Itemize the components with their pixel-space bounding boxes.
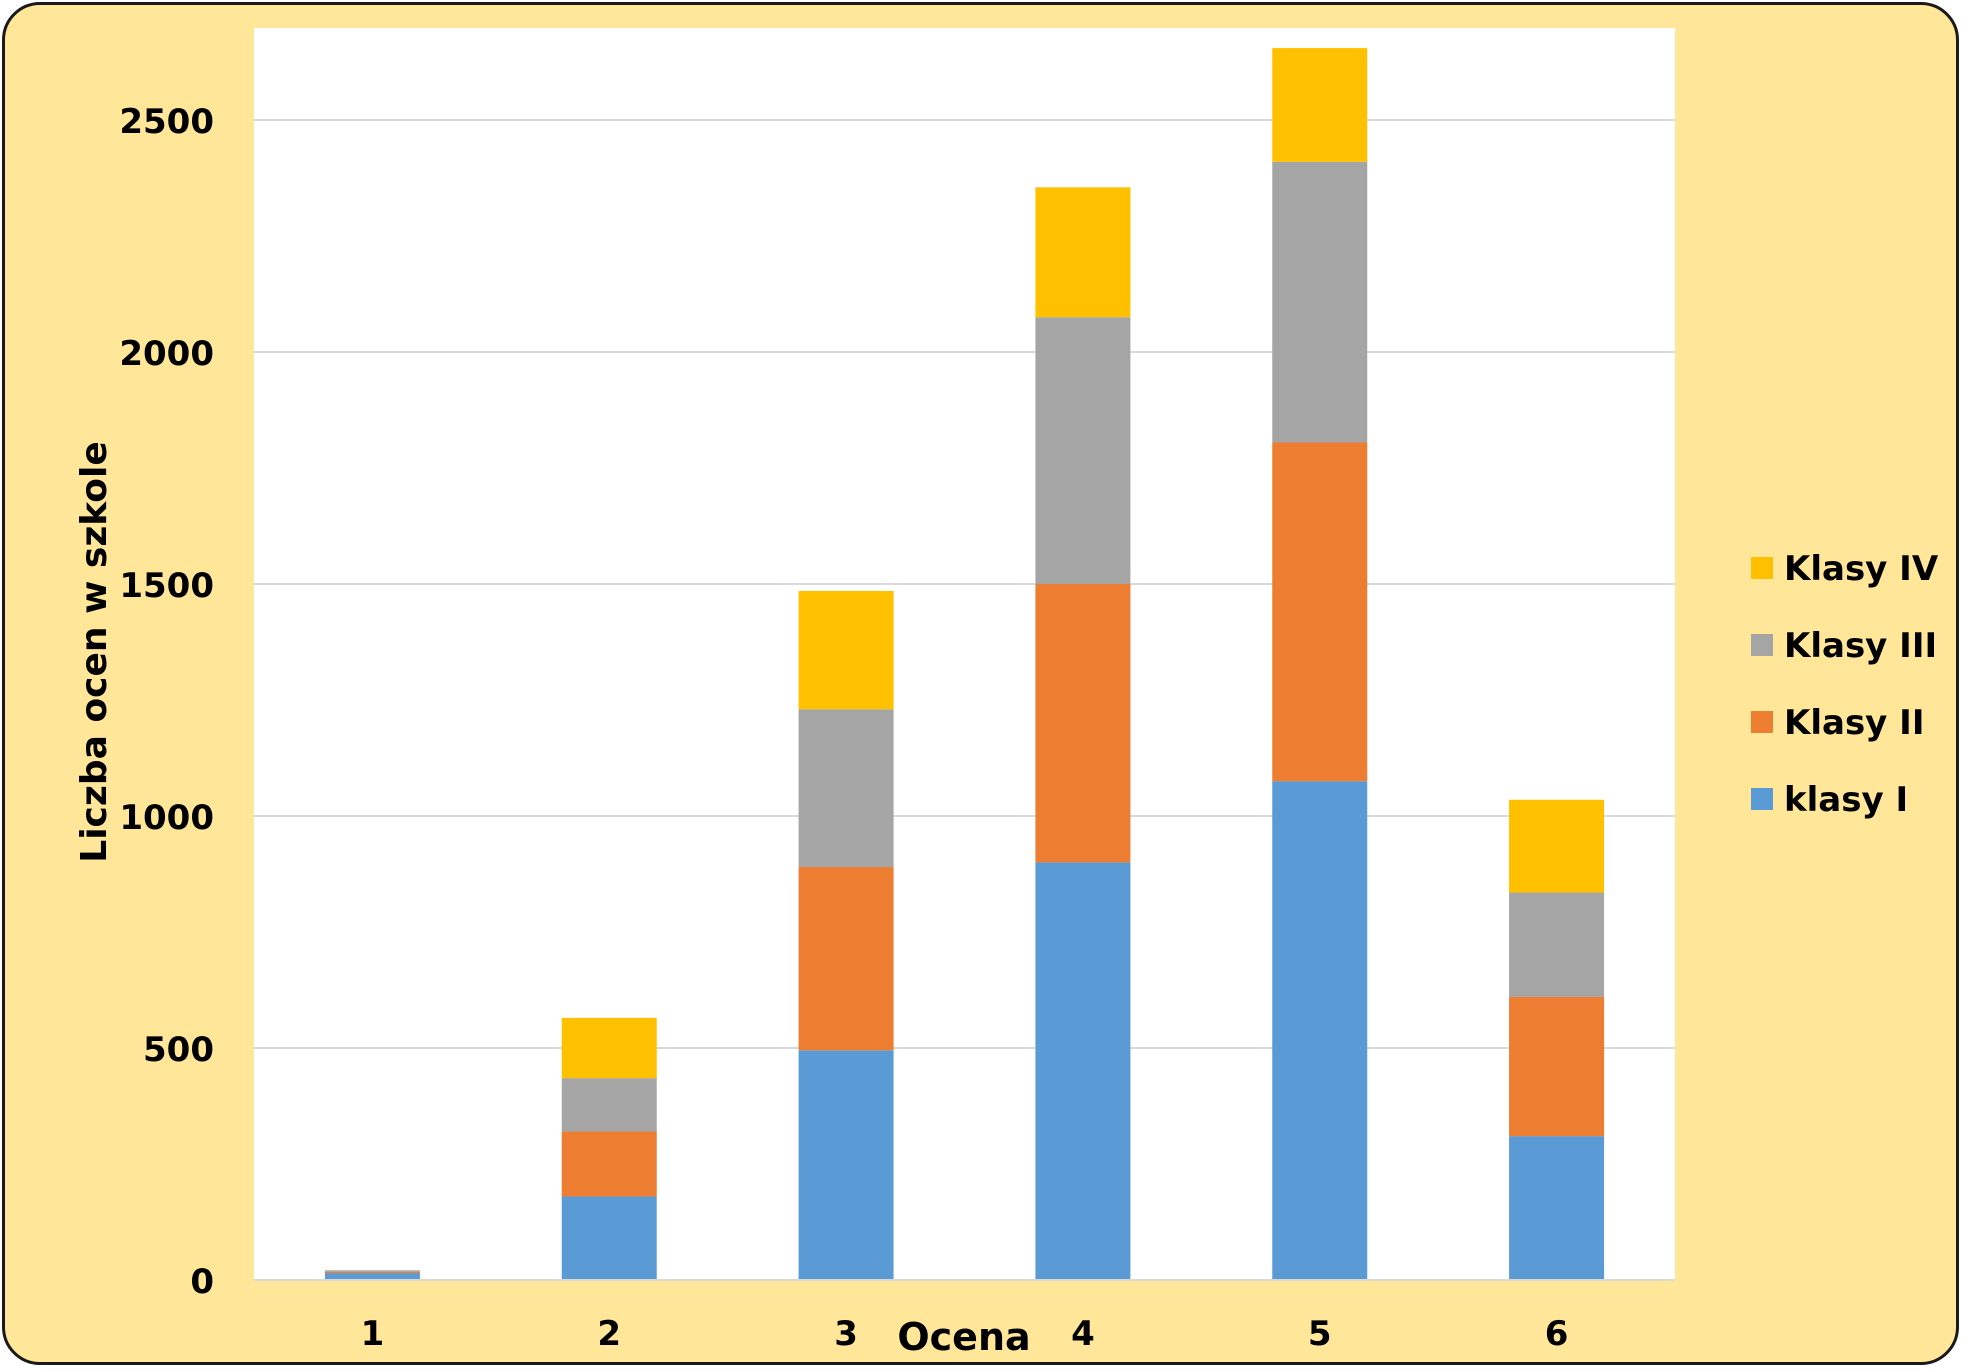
y-tick-label: 2000 <box>119 334 214 374</box>
y-tick-label: 2500 <box>119 102 214 142</box>
legend-swatch <box>1751 557 1773 579</box>
legend: Klasy IV Klasy III Klasy II klasy I <box>1751 549 1939 820</box>
legend-label: klasy I <box>1784 780 1908 820</box>
bar-segment <box>798 709 894 868</box>
bar-segment <box>1035 584 1131 863</box>
bar-segment <box>1035 317 1131 584</box>
bar-segment <box>324 1273 420 1280</box>
legend-swatch <box>1751 634 1773 656</box>
plot-area <box>254 28 1675 1281</box>
bar-segment <box>1509 996 1605 1137</box>
bar-segment <box>1272 161 1368 443</box>
bar-segment <box>1509 1136 1605 1280</box>
bars <box>324 48 1605 1280</box>
legend-label: Klasy II <box>1784 703 1924 743</box>
y-tick-label: 500 <box>143 1030 214 1070</box>
y-axis-label: Liczba ocen w szkole <box>74 441 115 862</box>
legend-swatch <box>1751 711 1773 733</box>
y-tick-label: 0 <box>190 1262 214 1302</box>
bar-segment <box>1272 48 1368 162</box>
bar-segment <box>1509 799 1605 893</box>
bar-segment <box>1035 862 1131 1280</box>
bar-segment <box>561 1078 657 1132</box>
grid-lines <box>254 119 1675 1049</box>
x-axis-label: Ocena <box>897 1315 1030 1359</box>
y-tick-label: 1000 <box>119 798 214 838</box>
bar-segment <box>324 1271 420 1274</box>
x-tick-label: 3 <box>834 1314 858 1354</box>
bar-segment <box>798 867 894 1051</box>
bar-segment <box>798 1050 894 1280</box>
x-tick-label: 4 <box>1071 1314 1095 1354</box>
legend-swatch <box>1751 788 1773 810</box>
bar-segment <box>561 1131 657 1197</box>
x-tick-label: 1 <box>361 1314 385 1354</box>
legend-label: Klasy IV <box>1784 549 1939 589</box>
bar-segment <box>1035 187 1131 318</box>
bar-segment <box>1272 442 1368 782</box>
y-axis-ticks: 0 500 1000 1500 2000 2500 <box>119 102 214 1302</box>
x-axis-ticks: 1 2 3 4 5 6 <box>361 1314 1569 1354</box>
x-tick-label: 6 <box>1545 1314 1569 1354</box>
x-tick-label: 5 <box>1308 1314 1332 1354</box>
bar-segment <box>798 590 894 710</box>
bar-segment <box>1272 781 1368 1280</box>
legend-label: Klasy III <box>1784 626 1937 666</box>
y-tick-label: 1500 <box>119 566 214 606</box>
bar-segment <box>324 1270 420 1272</box>
x-tick-label: 2 <box>597 1314 621 1354</box>
bar-segment <box>1509 892 1605 997</box>
bar-segment <box>561 1017 657 1079</box>
bar-segment <box>561 1196 657 1280</box>
